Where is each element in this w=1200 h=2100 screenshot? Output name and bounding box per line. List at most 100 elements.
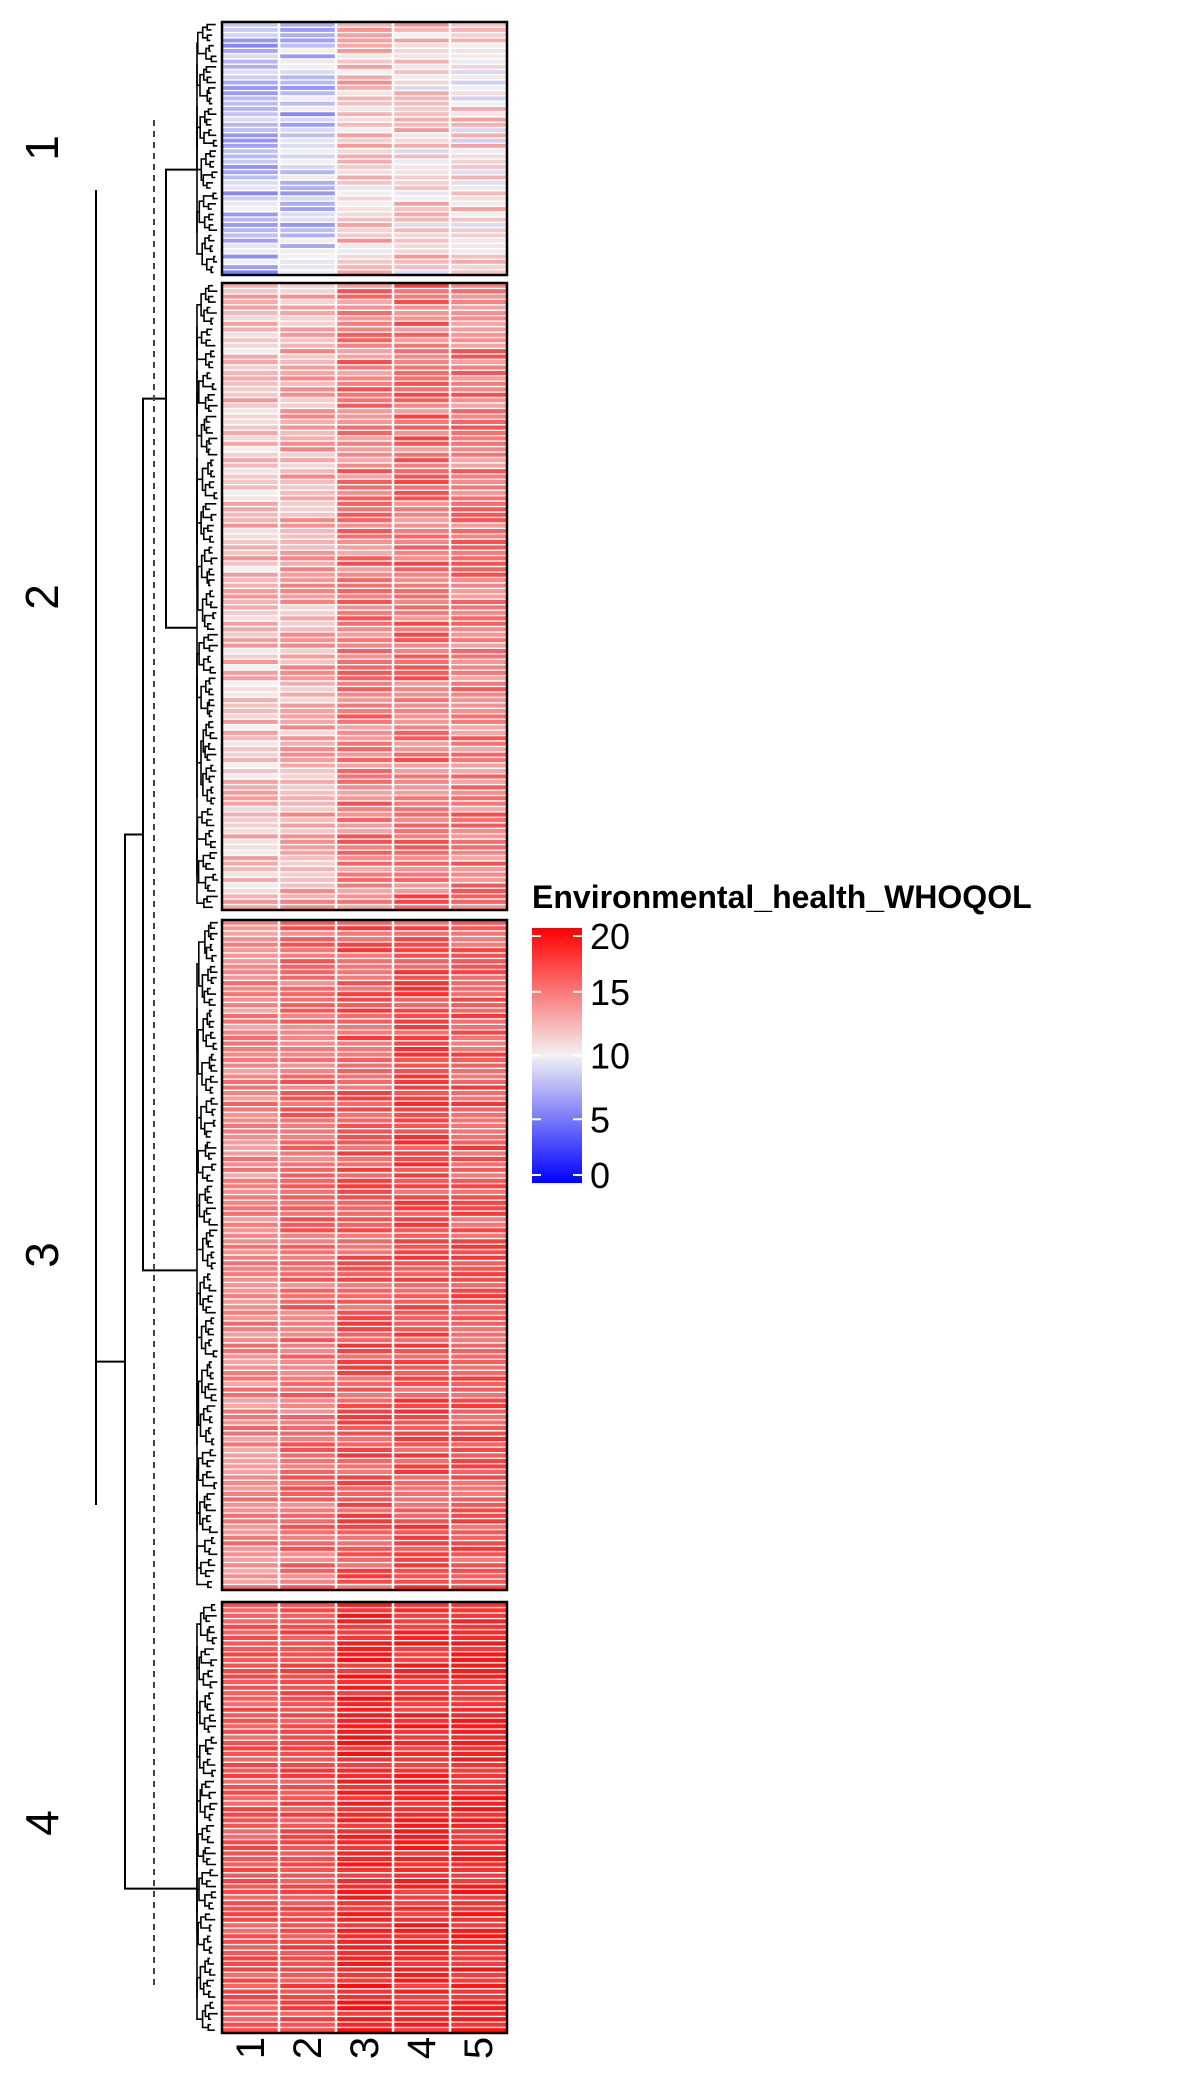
- heatmap-cell: [222, 1734, 279, 1741]
- heatmap-cell: [393, 1607, 450, 1614]
- heatmap-cell: [450, 952, 507, 959]
- heatmap-cell: [222, 899, 279, 905]
- heatmap-cell: [450, 1922, 507, 1929]
- heatmap-cell: [336, 288, 393, 294]
- heatmap-cell: [279, 952, 336, 959]
- heatmap-cell: [450, 1106, 507, 1113]
- dendrogram-branch: [207, 623, 215, 630]
- heatmap-cell: [450, 1817, 507, 1824]
- dendrogram-branch: [206, 1174, 214, 1182]
- heatmap-cell: [393, 264, 450, 270]
- heatmap-cell: [336, 342, 393, 349]
- heatmap-cell: [336, 435, 393, 442]
- heatmap-cell: [450, 386, 507, 393]
- heatmap-cell: [279, 1778, 336, 1785]
- heatmap-cell: [450, 269, 507, 275]
- heatmap-cell: [222, 1282, 279, 1288]
- heatmap-cell: [222, 1260, 279, 1266]
- heatmap-cell: [222, 1436, 279, 1442]
- heatmap-cell: [450, 342, 507, 349]
- heatmap-cell: [393, 211, 450, 218]
- heatmap-cell: [450, 264, 507, 270]
- dendrogram-branch: [203, 898, 213, 909]
- heatmap-cell: [222, 1828, 279, 1835]
- heatmap-cell: [222, 310, 279, 316]
- dendrogram-branch: [204, 1539, 212, 1553]
- heatmap-cell: [222, 713, 279, 720]
- heatmap-cell: [393, 137, 450, 144]
- heatmap-cell: [279, 232, 336, 239]
- heatmap-cell: [336, 1172, 393, 1179]
- heatmap-cell: [336, 1309, 393, 1316]
- heatmap-cell: [336, 1502, 393, 1508]
- heatmap-cell: [279, 1695, 336, 1702]
- heatmap-cell: [222, 1872, 279, 1879]
- heatmap-cell: [279, 392, 336, 398]
- heatmap-cell: [393, 375, 450, 382]
- heatmap-cell: [222, 1447, 279, 1453]
- heatmap-cell: [222, 153, 279, 160]
- dendrogram-branch: [198, 1877, 205, 1902]
- dendrogram-branch: [206, 1460, 215, 1468]
- heatmap-cell: [279, 1640, 336, 1647]
- dendrogram-branch: [213, 492, 218, 500]
- heatmap-cell: [336, 1227, 393, 1234]
- heatmap-cell: [279, 111, 336, 117]
- heatmap-cell: [450, 1084, 507, 1091]
- heatmap-cell: [450, 148, 507, 154]
- heatmap-cell: [393, 95, 450, 102]
- heatmap-cell: [450, 190, 507, 196]
- heatmap-cell: [279, 517, 336, 523]
- heatmap-cell: [222, 1905, 279, 1912]
- heatmap-cell: [279, 1227, 336, 1234]
- heatmap-cell: [450, 1183, 507, 1190]
- heatmap-cell: [279, 22, 336, 28]
- heatmap-cell: [222, 1200, 279, 1206]
- heatmap-cell: [279, 947, 336, 953]
- heatmap-cell: [222, 1618, 279, 1625]
- dendrogram-branch: [208, 437, 218, 445]
- heatmap-cell: [450, 1800, 507, 1807]
- heatmap-cell: [450, 2005, 507, 2011]
- heatmap-cell: [450, 1035, 507, 1041]
- heatmap-cell: [222, 1469, 279, 1475]
- heatmap-cell: [279, 430, 336, 436]
- dendrogram-branch: [208, 568, 215, 576]
- heatmap-cell: [279, 779, 336, 785]
- heatmap-cell: [336, 283, 393, 289]
- heatmap-cell: [279, 582, 336, 589]
- heatmap-cell: [279, 740, 336, 747]
- heatmap-cell: [393, 1850, 450, 1857]
- heatmap-cell: [336, 839, 393, 845]
- heatmap-cell: [336, 1507, 393, 1514]
- cluster-label-1: 1: [16, 135, 68, 161]
- heatmap-cell: [222, 1584, 279, 1590]
- dendrogram-branch: [209, 1869, 218, 1877]
- heatmap-cell: [336, 1624, 393, 1630]
- heatmap-cell: [393, 1244, 450, 1250]
- heatmap-cell: [450, 735, 507, 741]
- heatmap-cell: [393, 1381, 450, 1387]
- heatmap-cell: [450, 811, 507, 818]
- heatmap-cell: [336, 69, 393, 75]
- heatmap-cell: [393, 253, 450, 260]
- heatmap-cell: [336, 822, 393, 829]
- heatmap-cell: [450, 452, 507, 458]
- heatmap-cell: [222, 1988, 279, 1995]
- heatmap-cell: [279, 353, 336, 360]
- dendrogram-branch: [205, 1034, 214, 1048]
- heatmap-cell: [393, 871, 450, 878]
- heatmap-cell: [222, 1916, 279, 1923]
- heatmap-cell: [222, 1513, 279, 1519]
- heatmap-cell: [450, 708, 507, 714]
- heatmap-cell: [450, 1624, 507, 1630]
- heatmap-cell: [222, 1977, 279, 1984]
- heatmap-cell: [222, 920, 279, 926]
- heatmap-cell: [222, 1640, 279, 1647]
- dendrogram-branch: [210, 1604, 216, 1612]
- heatmap-cell: [222, 342, 279, 349]
- heatmap-cell: [222, 757, 279, 763]
- heatmap-cell: [393, 468, 450, 474]
- heatmap-cell: [336, 1977, 393, 1984]
- heatmap-cell: [450, 85, 507, 91]
